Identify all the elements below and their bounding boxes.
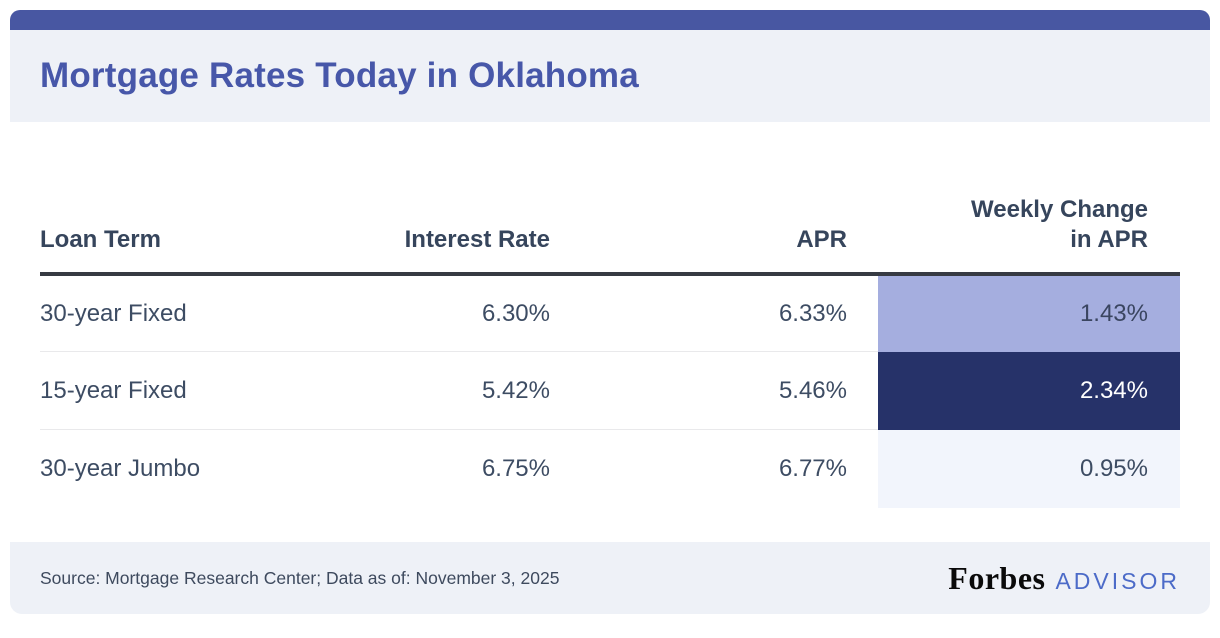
advisor-wordmark: ADVISOR xyxy=(1055,567,1180,594)
apr-value: 5.46% xyxy=(550,351,878,431)
column-header-weekly-change-label: Weekly Change in APR xyxy=(971,196,1148,254)
interest-rate-value: 6.30% xyxy=(350,273,550,353)
interest-rate-value: 5.42% xyxy=(350,351,550,431)
column-header-apr: APR xyxy=(550,122,878,276)
source-attribution: Source: Mortgage Research Center; Data a… xyxy=(40,567,560,588)
weekly-change-value: 2.34% xyxy=(878,351,1180,430)
table-row: 15-year Fixed 5.42% 5.46% 2.34% xyxy=(40,351,1180,431)
apr-value: 6.33% xyxy=(550,273,878,353)
mortgage-rates-card: Mortgage Rates Today in Oklahoma Loan Te… xyxy=(10,10,1210,614)
card-footer-band: Source: Mortgage Research Center; Data a… xyxy=(10,542,1210,614)
loan-term-value: 30-year Jumbo xyxy=(40,455,201,483)
forbes-wordmark: Forbes xyxy=(948,559,1046,596)
page-title: Mortgage Rates Today in Oklahoma xyxy=(40,56,639,95)
weekly-change-value: 0.95% xyxy=(878,429,1180,508)
loan-term-value: 30-year Fixed xyxy=(40,273,350,353)
forbes-advisor-logo: Forbes ADVISOR xyxy=(948,560,1180,597)
loan-term-value: 15-year Fixed xyxy=(40,351,350,431)
column-header-interest-rate: Interest Rate xyxy=(350,122,550,276)
table-header-row: Loan Term Interest Rate APR Weekly Chang… xyxy=(40,122,1180,276)
table-row: 30-year Jumbo 6.75% 6.77% 0.95% xyxy=(40,429,1180,508)
interest-rate-value: 6.75% xyxy=(481,455,550,483)
card-header-band: Mortgage Rates Today in Oklahoma xyxy=(10,30,1210,122)
apr-value: 6.77% xyxy=(778,455,847,483)
table-row: 30-year Fixed 6.30% 6.33% 1.43% xyxy=(40,273,1180,353)
column-header-weekly-change: Weekly Change in APR xyxy=(878,122,1180,276)
card-top-accent-bar xyxy=(10,10,1210,30)
column-header-loan-term: Loan Term xyxy=(40,122,350,276)
mortgage-rates-table: Loan Term Interest Rate APR Weekly Chang… xyxy=(40,122,1180,508)
table-container: Loan Term Interest Rate APR Weekly Chang… xyxy=(10,122,1210,542)
weekly-change-value: 1.43% xyxy=(878,273,1180,352)
